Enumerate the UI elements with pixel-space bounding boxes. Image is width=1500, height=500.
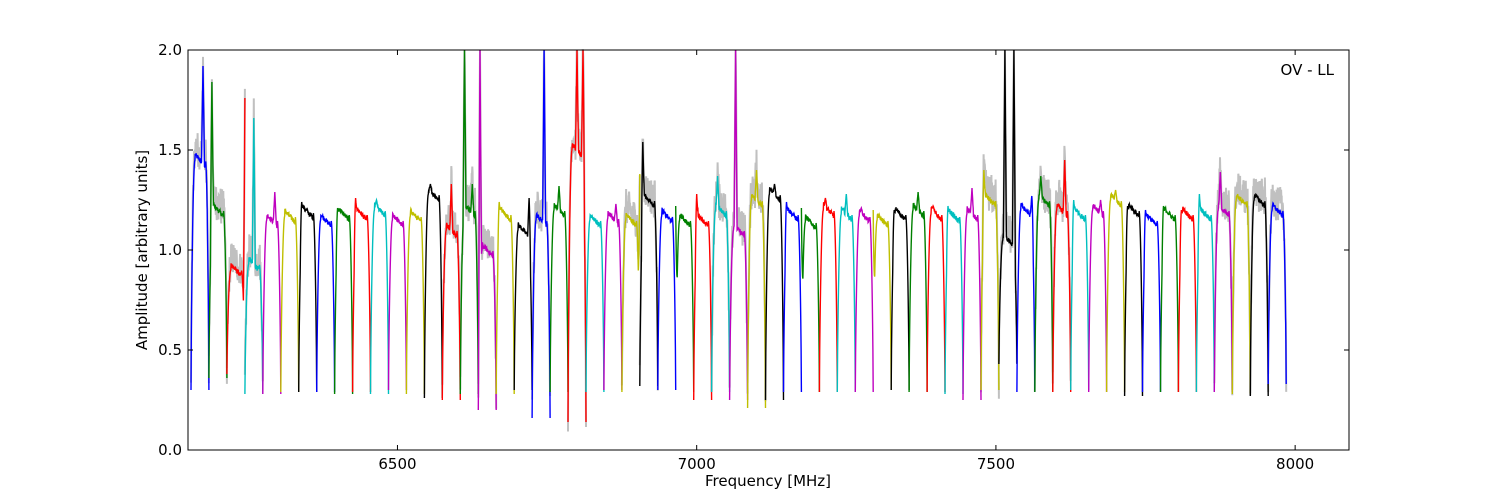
band-line-49 [1070, 199, 1090, 391]
plot-background [188, 50, 1349, 450]
band-line-54 [1159, 205, 1180, 393]
y-tick-label: 1.0 [158, 241, 182, 259]
y-tick-label: 0.5 [158, 341, 182, 359]
y-axis-label: Amplitude [arbitrary units] [133, 150, 151, 350]
band-line-60 [1267, 201, 1287, 385]
band-line-22 [585, 212, 605, 393]
band-line-26 [657, 206, 677, 391]
plot-annotation: OV - LL [1281, 61, 1335, 79]
x-axis-ticks: 6500 7000 7500 8000 [378, 50, 1314, 473]
band-line-0 [190, 65, 210, 391]
y-axis-ticks: 0.0 0.5 1.0 1.5 2.0 [158, 41, 1349, 459]
band-line-13 [423, 183, 443, 399]
band-line-25 [639, 141, 659, 387]
band-line-1 [208, 81, 228, 379]
band-line-19 [531, 49, 551, 419]
band-line-15 [459, 49, 479, 395]
x-tick-label: 7000 [678, 455, 716, 473]
band-line-11 [387, 210, 408, 391]
band-line-4 [262, 191, 282, 395]
band-line-56 [1195, 193, 1215, 393]
x-tick-label: 8000 [1276, 455, 1314, 473]
band-line-6 [298, 201, 318, 393]
band-line-18 [513, 197, 533, 391]
x-tick-label: 6500 [378, 455, 416, 473]
series-layer [190, 49, 1287, 423]
band-line-5 [280, 208, 300, 393]
band-line-55 [1177, 206, 1198, 393]
band-line-27 [675, 205, 695, 393]
band-line-51 [1105, 189, 1126, 393]
band-line-34 [800, 207, 821, 393]
band-line-24 [621, 173, 641, 393]
y-tick-label: 1.5 [158, 141, 182, 159]
band-line-32 [764, 183, 785, 401]
band-line-44 [980, 169, 1000, 391]
x-axis-label: Frequency [MHz] [705, 472, 831, 490]
band-line-10 [369, 197, 390, 395]
band-line-46 [1016, 195, 1036, 393]
band-line-36 [836, 193, 856, 393]
flagged-band-2 [225, 88, 246, 369]
band-line-52 [1123, 201, 1144, 397]
band-line-53 [1141, 209, 1162, 393]
band-line-50 [1088, 199, 1108, 393]
y-tick-label: 2.0 [158, 41, 182, 59]
band-line-38 [872, 209, 892, 391]
band-line-48 [1052, 159, 1072, 393]
band-line-17 [495, 201, 515, 395]
band-line-28 [693, 193, 713, 401]
band-line-16 [477, 49, 497, 411]
y-tick-label: 0.0 [158, 441, 182, 459]
flagged-band-59 [1249, 177, 1270, 396]
flagged-band-1 [207, 79, 228, 384]
band-line-8 [333, 207, 354, 395]
band-line-59 [1249, 192, 1269, 397]
band-line-47 [1034, 175, 1054, 393]
band-line-20 [549, 185, 569, 393]
band-line-29 [710, 175, 731, 393]
band-line-35 [818, 197, 838, 393]
band-line-31 [746, 169, 767, 409]
band-line-3 [244, 117, 264, 395]
band-line-40 [908, 191, 928, 393]
band-line-33 [782, 201, 803, 393]
band-line-41 [926, 204, 946, 393]
band-line-57 [1213, 171, 1233, 393]
band-line-7 [316, 212, 336, 393]
band-line-2 [226, 97, 246, 375]
band-line-23 [603, 203, 623, 391]
band-line-14 [441, 183, 461, 401]
flagged-band-48 [1051, 145, 1072, 381]
band-line-58 [1231, 193, 1251, 395]
band-line-42 [944, 205, 964, 395]
band-line-30 [728, 49, 749, 401]
band-line-12 [405, 206, 426, 395]
band-line-37 [854, 205, 874, 393]
x-tick-label: 7500 [977, 455, 1015, 473]
band-line-43 [962, 187, 982, 401]
band-line-39 [890, 207, 910, 391]
band-line-9 [351, 197, 372, 393]
